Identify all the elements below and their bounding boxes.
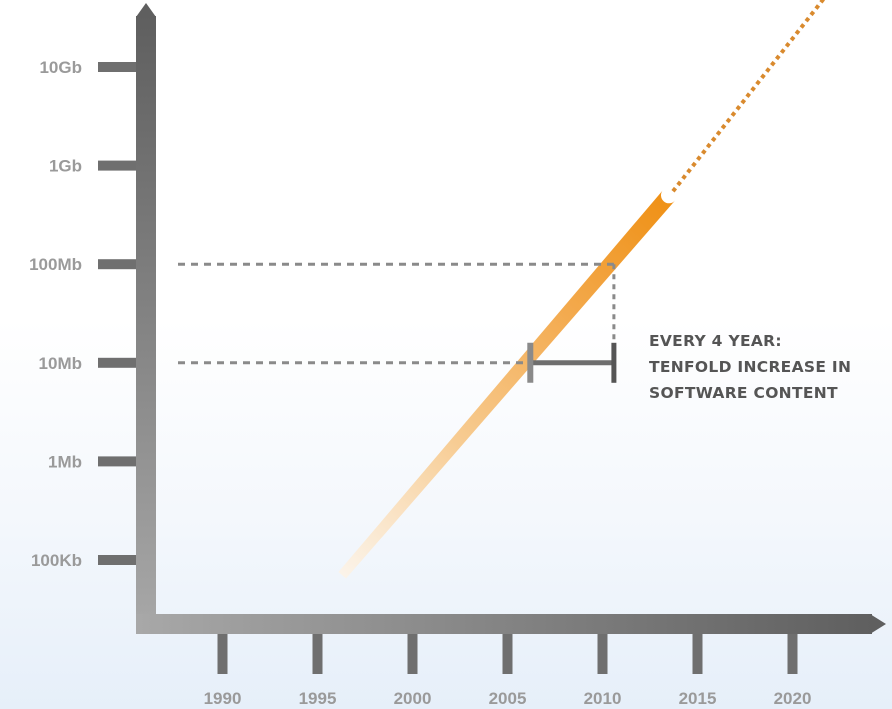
x-tick-mark — [787, 634, 798, 674]
x-tick-mark — [312, 634, 323, 674]
annotation-line: SOFTWARE CONTENT — [649, 384, 838, 402]
four-year-bracket — [527, 342, 617, 383]
x-tick-label: 2000 — [394, 689, 432, 708]
y-axis — [136, 16, 156, 634]
annotation-line: EVERY 4 YEAR: — [649, 332, 782, 350]
y-tick-mark — [98, 160, 136, 171]
trend-line-actual — [338, 190, 676, 579]
y-tick-mark — [98, 555, 136, 565]
x-axis-arrow — [870, 614, 886, 634]
x-axis — [136, 614, 872, 634]
y-tick-mark — [98, 456, 136, 467]
y-tick-label: 1Gb — [49, 157, 82, 176]
x-tick-label: 2015 — [679, 689, 717, 708]
annotation-line: TENFOLD INCREASE IN — [649, 358, 851, 376]
trend-line-projection — [671, 0, 826, 193]
y-axis-ticks: 100Kb 1Mb 10Mb 100Mb 1Gb 10Gb — [29, 58, 136, 570]
x-tick-mark — [692, 634, 703, 674]
y-tick-mark — [98, 357, 136, 368]
y-tick-mark — [98, 62, 136, 72]
x-tick-mark — [502, 634, 513, 674]
x-tick-label: 2010 — [584, 689, 622, 708]
x-tick-label: 2005 — [489, 689, 527, 708]
y-tick-label: 10Gb — [39, 58, 82, 77]
x-tick-label: 2020 — [774, 689, 812, 708]
annotation-text: EVERY 4 YEAR: TENFOLD INCREASE IN SOFTWARE… — [649, 332, 851, 402]
x-tick-mark — [597, 634, 608, 674]
y-tick-mark — [98, 259, 136, 270]
y-axis-arrow — [136, 3, 156, 17]
x-axis-ticks: 1990 1995 2000 2005 2010 2015 2020 — [204, 634, 812, 708]
x-tick-label: 1990 — [204, 689, 242, 708]
x-tick-label: 1995 — [299, 689, 337, 708]
x-tick-mark — [217, 634, 228, 674]
y-tick-label: 100Mb — [29, 255, 82, 274]
y-tick-label: 100Kb — [31, 551, 82, 570]
y-tick-label: 10Mb — [39, 354, 82, 373]
x-tick-mark — [407, 634, 418, 674]
y-tick-label: 1Mb — [48, 452, 82, 471]
